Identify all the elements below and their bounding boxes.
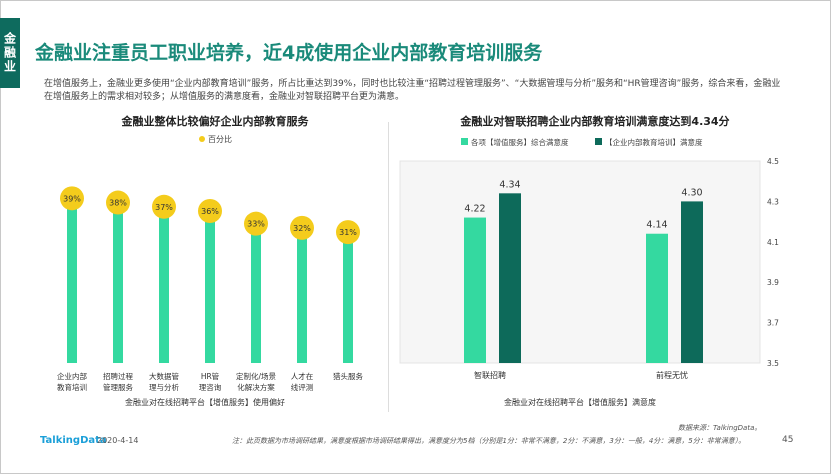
usage-bar: [343, 232, 353, 363]
category-label: 人才在: [291, 371, 314, 381]
y-tick-label: 3.7: [767, 319, 779, 328]
right-legend-label-1: 各项【增值服务】综合满意度: [471, 137, 569, 147]
y-tick-label: 3.5: [767, 359, 779, 368]
footnote: 注：此页数据为市场调研结果，满意度根据市场调研结果得出，满意度分为5档（分别是1…: [232, 437, 746, 445]
bar-value-label: 4.34: [499, 179, 520, 190]
bar-value-label: 39%: [63, 194, 81, 203]
industry-tag: 金融业: [0, 18, 20, 88]
chart-divider: [388, 122, 389, 412]
satisfaction-bar: [681, 201, 703, 363]
satisfaction-chart: 金融业对智联招聘企业内部教育培训满意度达到4.34分 各项【增值服务】综合满意度…: [399, 114, 779, 407]
category-label: 管理服务: [103, 382, 133, 392]
left-legend-marker: [199, 136, 205, 142]
satisfaction-bar: [646, 233, 668, 363]
usage-bar: [67, 198, 77, 363]
bar-value-label: 4.30: [681, 187, 702, 198]
category-label: 招聘过程: [103, 371, 133, 381]
value-badge: [244, 211, 268, 236]
category-label: 大数据管: [149, 371, 179, 381]
bar-value-label: 4.22: [464, 204, 485, 215]
usage-bar: [205, 211, 215, 363]
right-x-axis-title: 金融业对在线招聘平台【增值服务】满意度: [504, 397, 656, 407]
page-title: 金融业注重员工职业培养，近4成使用企业内部教育培训服务: [35, 42, 543, 64]
category-label: 理与分析: [149, 382, 179, 392]
usage-preference-chart: 金融业整体比较偏好企业内部教育服务 百分比 39% 企业内部教育培训 38% 招聘过程…: [57, 114, 363, 407]
usage-bar: [113, 202, 123, 363]
right-legend-marker-1: [461, 138, 468, 145]
page-number: 45: [782, 435, 794, 445]
y-tick-label: 4.5: [767, 157, 779, 166]
satisfaction-bar: [499, 193, 521, 363]
value-badge: [198, 199, 222, 223]
page-description: 在增值服务上，金融业更多使用“企业内部教育培训”服务，所占比重达到39%，同时也…: [44, 79, 781, 102]
bar-value-label: 38%: [109, 199, 127, 208]
right-legend-label-2: 【企业内部教育培训】满意度: [605, 137, 703, 147]
y-tick-label: 4.3: [767, 197, 779, 206]
category-label: 定制化/场景: [236, 371, 277, 381]
usage-bar: [251, 223, 261, 363]
category-label: 理咨询: [199, 382, 222, 392]
y-tick-label: 3.9: [767, 278, 779, 287]
left-x-axis-title: 金融业对在线招聘平台【增值服务】使用偏好: [125, 397, 285, 407]
category-label: 前程无忧: [656, 370, 688, 380]
category-label: 企业内部: [57, 371, 87, 381]
report-date: 2020-4-14: [97, 436, 139, 445]
value-badge: [106, 190, 130, 215]
value-badge: [290, 215, 314, 240]
bar-value-label: 33%: [247, 220, 265, 229]
usage-bar: [159, 206, 169, 363]
left-legend-label: 百分比: [208, 134, 232, 144]
y-tick-label: 4.1: [767, 238, 779, 247]
satisfaction-bar: [464, 217, 486, 363]
value-badge: [336, 220, 360, 245]
value-badge: [152, 194, 176, 219]
right-plot-area: [399, 160, 761, 364]
category-label: 猎头服务: [333, 371, 363, 381]
category-label: 化解决方案: [237, 382, 275, 392]
right-chart-title: 金融业对智联招聘企业内部教育培训满意度达到4.34分: [459, 114, 729, 128]
bar-value-label: 32%: [293, 224, 311, 233]
bar-value-label: 31%: [339, 228, 357, 237]
left-chart-title: 金融业整体比较偏好企业内部教育服务: [121, 114, 310, 128]
bar-value-label: 4.14: [646, 220, 667, 231]
data-source: 数据来源：TalkingData。: [678, 424, 762, 432]
category-label: 线评测: [291, 382, 314, 392]
bar-value-label: 37%: [155, 203, 173, 212]
brand-logo: TalkingData: [40, 435, 107, 446]
usage-bar: [297, 227, 307, 363]
category-label: HR管: [201, 371, 220, 381]
bar-value-label: 36%: [201, 207, 219, 216]
right-legend-marker-2: [595, 138, 602, 145]
category-label: 智联招聘: [474, 370, 506, 380]
value-badge: [60, 186, 84, 211]
category-label: 教育培训: [57, 382, 87, 392]
